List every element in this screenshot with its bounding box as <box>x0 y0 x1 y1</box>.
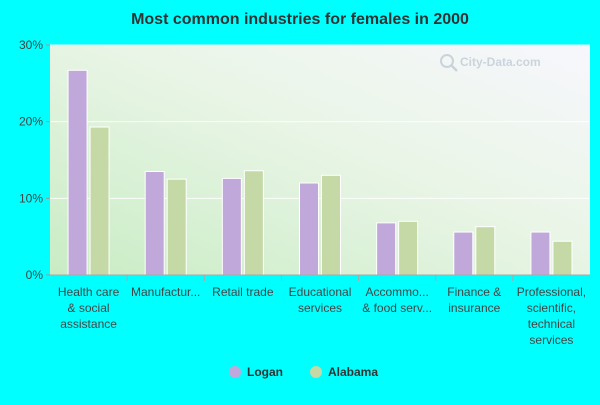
legend-swatch-alabama <box>310 366 322 378</box>
bar-logan <box>221 177 242 276</box>
x-tick-label: Manufactur... <box>131 285 200 299</box>
bar-logan <box>144 171 165 276</box>
x-tick-label-line: Educational <box>289 285 352 299</box>
x-tick-label-line: Finance & <box>447 285 501 299</box>
x-tick-label: Educational services <box>289 285 352 315</box>
bar-alabama <box>398 220 419 276</box>
x-tick-label: Retail trade <box>212 285 274 299</box>
legend-swatch-logan <box>229 366 241 378</box>
legend-label-logan: Logan <box>247 365 283 379</box>
x-tick-label-line: technical <box>528 317 575 331</box>
bar-logan <box>299 182 319 276</box>
plot-area <box>50 45 590 275</box>
x-tick-label-line: Professional, <box>517 285 586 299</box>
bar-logan <box>453 231 474 276</box>
bar-alabama <box>89 126 110 276</box>
x-tick-label-line: & social <box>68 301 110 315</box>
x-tick-label: Accommo... & food serv... <box>362 285 432 315</box>
bar-alabama <box>166 178 187 276</box>
x-tick-label-line: services <box>298 301 342 315</box>
x-tick-label-line: Health care <box>58 285 120 299</box>
x-tick-label: Finance & insurance <box>447 285 501 315</box>
bar-alabama <box>475 226 496 276</box>
x-tick-label-line: insurance <box>448 301 500 315</box>
y-tick-label: 20% <box>19 115 43 129</box>
x-tick-label-line: Retail trade <box>212 285 274 299</box>
legend: Logan Alabama <box>229 365 378 379</box>
x-tick-label-line: Accommo... <box>365 285 428 299</box>
x-tick-label-line: & food serv... <box>362 301 432 315</box>
y-axis: 0% 10% 20% 30% <box>19 38 590 282</box>
watermark-text: City-Data.com <box>460 55 541 69</box>
y-tick-label: 0% <box>26 268 44 282</box>
x-tick-label-line: Manufactur... <box>131 285 200 299</box>
grid-lines <box>50 44 590 199</box>
y-tick-label: 10% <box>19 191 43 205</box>
bars <box>67 69 573 276</box>
bar-logan <box>530 231 551 276</box>
x-axis: Health care & social assistance Manufactur.… <box>58 275 586 347</box>
bar-alabama <box>552 240 573 276</box>
x-tick-label: Professional, scientific, technical service… <box>517 285 586 347</box>
magnifier-icon <box>440 54 458 72</box>
chart-title: Most common industries for females in 20… <box>131 11 469 28</box>
x-tick-label-line: assistance <box>60 317 117 331</box>
y-tick-label: 30% <box>19 38 43 52</box>
x-tick-label: Health care & social assistance <box>58 285 120 331</box>
bar-alabama <box>321 174 341 276</box>
bar-logan <box>67 69 88 276</box>
x-tick-label-line: scientific, <box>527 301 576 315</box>
x-tick-label-line: services <box>529 333 573 347</box>
watermark: City-Data.com <box>440 54 541 72</box>
bar-alabama <box>243 170 264 276</box>
legend-label-alabama: Alabama <box>328 365 378 379</box>
bar-logan <box>376 222 397 276</box>
